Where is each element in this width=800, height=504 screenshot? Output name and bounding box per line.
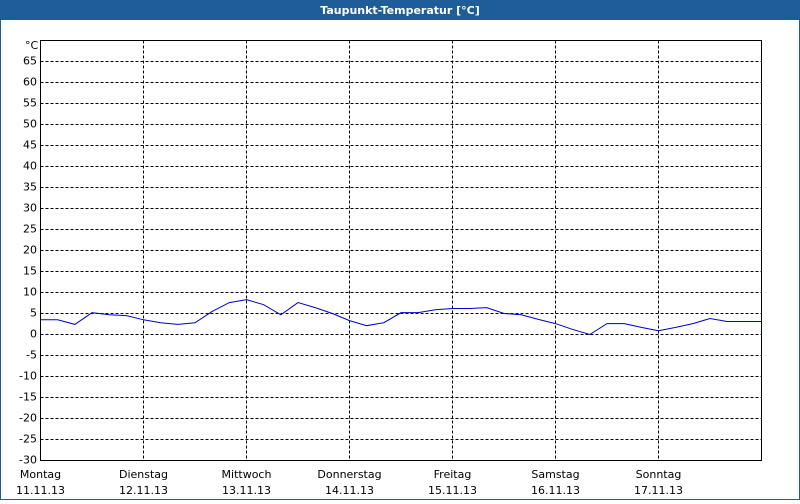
y-tick-label: 15	[23, 265, 37, 278]
y-tick-label: 65	[23, 55, 37, 68]
y-tick-label: 30	[23, 202, 37, 215]
x-tick-day: Dienstag	[119, 468, 168, 481]
y-tick-label: 20	[23, 244, 37, 257]
data-line	[40, 299, 762, 336]
y-tick-label: 55	[23, 97, 37, 110]
y-unit: °C	[25, 39, 39, 52]
x-tick-day: Samstag	[531, 468, 579, 481]
y-tick-label: -20	[19, 412, 37, 425]
title-bar	[0, 0, 800, 20]
x-tick-label: 11.11.13	[16, 484, 65, 497]
x-tick-day: Donnerstag	[317, 468, 381, 481]
y-tick-label: 45	[23, 139, 37, 152]
y-tick-label: 25	[23, 223, 37, 236]
y-tick-label: 40	[23, 160, 37, 173]
y-tick-label: 0	[30, 328, 37, 341]
y-tick-label: -10	[19, 370, 37, 383]
y-tick-label: 60	[23, 76, 37, 89]
y-tick-label: 5	[30, 307, 37, 320]
x-tick-day: Freitag	[434, 468, 472, 481]
y-tick-label: -15	[19, 391, 37, 404]
y-tick-label: -5	[26, 349, 37, 362]
y-tick-label: 50	[23, 118, 37, 131]
x-tick-label: 13.11.13	[222, 484, 271, 497]
x-tick-day: Sonntag	[636, 468, 682, 481]
x-tick-label: 14.11.13	[325, 484, 374, 497]
chart-title: Taupunkt-Temperatur [°C]	[320, 4, 480, 17]
y-tick-label: -30	[19, 454, 37, 467]
x-tick-day: Montag	[20, 468, 61, 481]
x-tick-label: 16.11.13	[531, 484, 580, 497]
y-tick-label: 10	[23, 286, 37, 299]
x-tick-label: 17.11.13	[634, 484, 683, 497]
x-tick-label: 15.11.13	[428, 484, 477, 497]
x-tick-day: Mittwoch	[222, 468, 272, 481]
x-tick-label: 12.11.13	[119, 484, 168, 497]
y-tick-label: -25	[19, 433, 37, 446]
y-tick-label: 35	[23, 181, 37, 194]
